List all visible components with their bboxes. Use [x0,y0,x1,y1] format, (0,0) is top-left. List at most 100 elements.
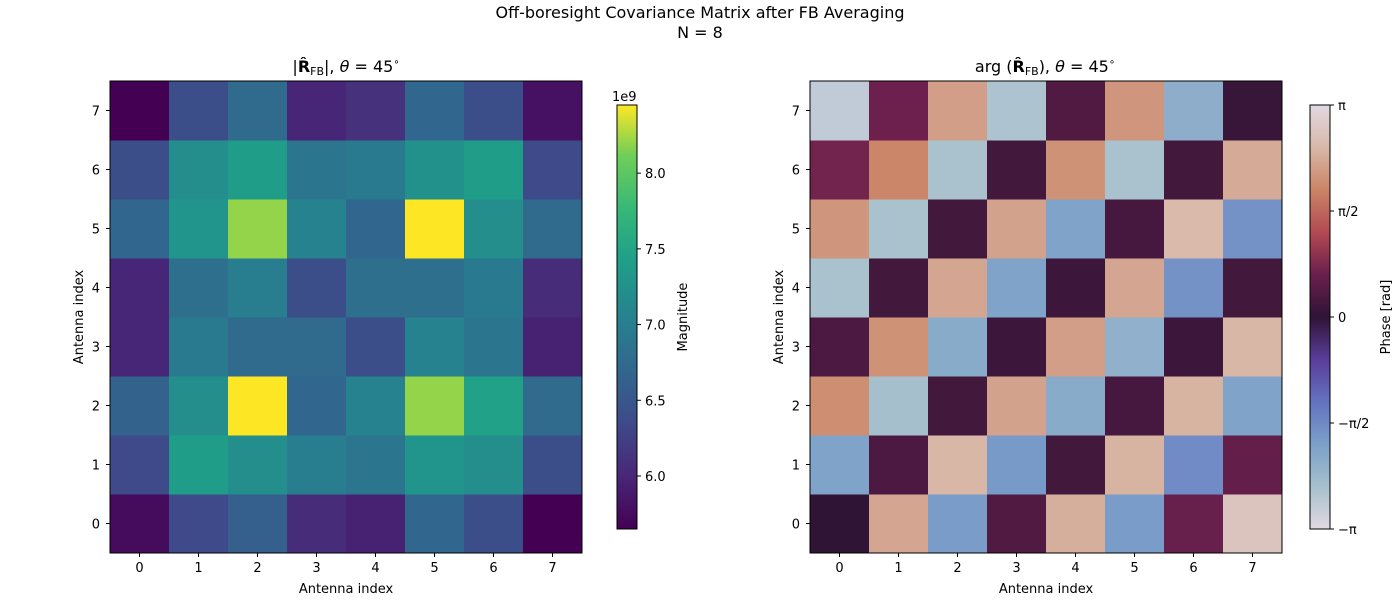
magnitude-cell-6-3 [464,317,524,377]
phase-cell-3-0 [987,494,1047,554]
phase-cell-0-7 [810,81,870,141]
magnitude-cell-1-6 [169,140,229,200]
magnitude-cell-7-5 [523,199,583,259]
magnitude-x-tick-label: 4 [371,561,379,576]
magnitude-x-tick-label: 2 [253,561,261,576]
magnitude-cell-4-0 [346,494,406,554]
phase-cell-0-3 [810,317,870,377]
magnitude-colorbar-label: Magnitude [676,283,691,352]
phase-cell-5-7 [1105,81,1165,141]
magnitude-cell-0-5 [110,199,170,259]
phase-y-tick-label: 4 [792,282,800,297]
magnitude-cell-7-1 [523,435,583,495]
magnitude-cell-3-4 [287,258,347,318]
phase-cell-6-7 [1164,81,1224,141]
magnitude-cell-2-6 [228,140,288,200]
magnitude-cell-2-7 [228,81,288,141]
magnitude-cell-4-6 [346,140,406,200]
magnitude-cell-6-2 [464,376,524,436]
magnitude-cell-1-5 [169,199,229,259]
phase-colorbar-tick-label: π [1338,99,1346,114]
phase-cell-2-4 [928,258,988,318]
magnitude-cell-0-3 [110,317,170,377]
phase-y-tick-label: 3 [792,341,800,356]
phase-cell-0-6 [810,140,870,200]
magnitude-x-tick-label: 3 [312,561,320,576]
magnitude-cell-1-3 [169,317,229,377]
phase-cell-0-1 [810,435,870,495]
magnitude-cell-1-4 [169,258,229,318]
figure-subtitle: N = 8 [677,23,723,42]
phase-y-tick-label: 0 [792,518,800,533]
phase-y-ticks: 0 1 2 3 4 5 6 7 [792,105,810,533]
magnitude-cell-7-2 [523,376,583,436]
phase-x-tick-label: 7 [1248,561,1256,576]
magnitude-panel-title: |R̂FB|, θ = 45∘ [292,57,399,78]
magnitude-y-tick-label: 7 [92,105,100,120]
phase-cell-3-1 [987,435,1047,495]
magnitude-colorbar-tick-label: 7.0 [645,319,666,334]
magnitude-cell-5-3 [405,317,465,377]
phase-axes-frame [809,80,1283,554]
phase-cell-1-1 [869,435,929,495]
magnitude-x-tick-label: 6 [489,561,497,576]
magnitude-cell-2-2 [228,376,288,436]
phase-cell-6-1 [1164,435,1224,495]
phase-cell-4-7 [1046,81,1106,141]
phase-y-tick-label: 1 [792,459,800,474]
phase-cell-1-3 [869,317,929,377]
phase-cell-7-0 [1223,494,1283,554]
magnitude-cell-1-1 [169,435,229,495]
phase-y-tick-label: 6 [792,164,800,179]
phase-cell-3-6 [987,140,1047,200]
magnitude-colorbar-exponent: 1e9 [612,90,637,105]
phase-cell-2-5 [928,199,988,259]
phase-cell-5-3 [1105,317,1165,377]
magnitude-colorbar-ticks: 6.0 6.5 7.0 7.5 8.0 [637,167,666,485]
magnitude-cell-3-6 [287,140,347,200]
magnitude-cell-6-4 [464,258,524,318]
magnitude-y-axis-label: Antenna index [72,270,87,365]
magnitude-cell-7-4 [523,258,583,318]
magnitude-cell-7-3 [523,317,583,377]
magnitude-colorbar-tick-label: 6.5 [645,394,666,409]
magnitude-cell-0-1 [110,435,170,495]
magnitude-y-ticks: 0 1 2 3 4 5 6 7 [92,105,110,533]
magnitude-cell-4-1 [346,435,406,495]
phase-colorbar [1309,104,1331,530]
magnitude-cell-3-0 [287,494,347,554]
phase-cell-3-2 [987,376,1047,436]
magnitude-cell-5-4 [405,258,465,318]
phase-cell-4-1 [1046,435,1106,495]
magnitude-cell-5-1 [405,435,465,495]
phase-x-tick-label: 3 [1012,561,1020,576]
magnitude-cell-2-0 [228,494,288,554]
phase-x-ticks: 0 1 2 3 4 5 6 7 [835,553,1257,576]
magnitude-cell-0-6 [110,140,170,200]
phase-cell-7-4 [1223,258,1283,318]
phase-cell-6-4 [1164,258,1224,318]
phase-x-tick-label: 1 [894,561,902,576]
phase-cell-3-7 [987,81,1047,141]
magnitude-cell-5-6 [405,140,465,200]
magnitude-x-tick-label: 5 [430,561,438,576]
magnitude-y-tick-label: 4 [92,282,100,297]
magnitude-x-tick-label: 1 [194,561,202,576]
phase-colorbar-label: Phase [rad] [1379,280,1394,355]
magnitude-cell-6-0 [464,494,524,554]
phase-cell-0-0 [810,494,870,554]
magnitude-colorbar-tick-label: 6.0 [645,470,666,485]
magnitude-cell-2-4 [228,258,288,318]
phase-y-axis-label: Antenna index [772,270,787,365]
magnitude-cell-6-5 [464,199,524,259]
phase-cell-5-0 [1105,494,1165,554]
magnitude-y-tick-label: 1 [92,459,100,474]
phase-panel: arg (R̂FB), θ = 45∘ 0 1 2 3 4 5 6 7 0 1 2 3 4 5 6 7 An… [772,57,1394,597]
magnitude-cell-3-3 [287,317,347,377]
phase-cell-4-2 [1046,376,1106,436]
magnitude-cell-7-6 [523,140,583,200]
phase-colorbar-ticks: −π −π/2 0 π/2 π [1330,99,1369,538]
phase-cell-4-3 [1046,317,1106,377]
magnitude-cell-1-0 [169,494,229,554]
